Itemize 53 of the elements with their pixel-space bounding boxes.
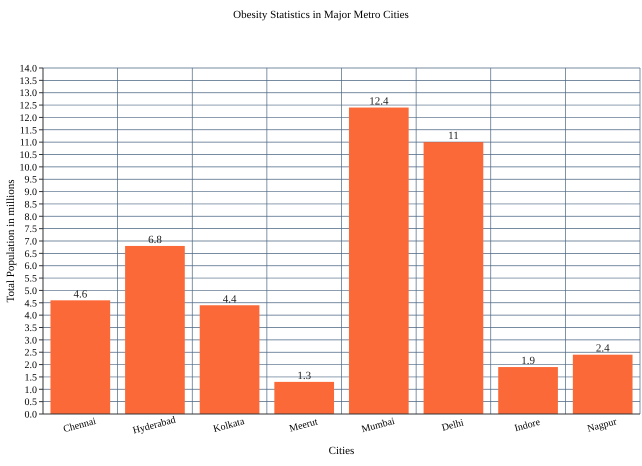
y-tick-label: 13.5	[20, 76, 37, 87]
bar	[274, 382, 334, 414]
bar	[498, 367, 558, 414]
y-tick-label: 7.5	[24, 224, 37, 236]
x-tick-label: Indore	[513, 416, 542, 434]
bar	[424, 142, 484, 414]
bar	[572, 354, 633, 414]
chart-title: Obesity Statistics in Major Metro Cities	[233, 9, 409, 21]
data-label: 4.4	[222, 293, 237, 306]
data-label: 2.4	[596, 342, 610, 355]
y-tick-label: 6.0	[24, 261, 37, 272]
y-tick-label: 0.5	[24, 397, 37, 408]
y-tick-label: 14.0	[20, 64, 37, 74]
data-label: 4.6	[73, 288, 88, 300]
y-tick-label: 4.5	[24, 298, 37, 310]
data-label: 11	[448, 130, 459, 142]
x-tick-label: Mumbai	[360, 416, 396, 436]
y-tick-label: 2.5	[24, 348, 37, 359]
x-tick-label: Chennai	[62, 416, 98, 436]
data-label: 1.9	[521, 355, 536, 368]
y-axis-title: Total Population in millions	[5, 180, 17, 302]
x-tick-label: Meerut	[288, 416, 320, 435]
bar	[125, 246, 185, 414]
y-tick-label: 1.0	[24, 384, 37, 396]
x-tick-label: Kolkata	[212, 416, 246, 435]
y-tick-label: 9.5	[24, 174, 37, 186]
y-tick-label: 6.5	[24, 248, 37, 260]
y-tick-label: 5.0	[24, 286, 37, 297]
y-tick-label: 9.0	[24, 187, 37, 198]
y-tick-label: 12.0	[20, 112, 37, 124]
bar	[348, 108, 409, 414]
y-tick-label: 3.0	[24, 335, 37, 346]
x-axis-title: Cities	[328, 445, 354, 457]
y-tick-label: 8.0	[24, 212, 37, 223]
y-tick-label: 13.0	[20, 88, 37, 100]
y-tick-label: 11.5	[20, 125, 37, 136]
y-tick-label: 10.5	[20, 150, 37, 161]
y-tick-label: 10.0	[20, 162, 37, 174]
y-tick-label: 5.5	[24, 274, 37, 285]
x-tick-label: Nagpur	[586, 416, 619, 435]
x-tick-label: Delhi	[440, 417, 466, 434]
y-tick-label: 2.0	[24, 360, 37, 372]
y-tick-label: 3.5	[24, 323, 37, 334]
bar	[50, 300, 110, 414]
data-label: 12.4	[369, 96, 389, 108]
y-tick-label: 7.0	[24, 236, 37, 248]
y-tick-label: 4.0	[24, 310, 37, 322]
y-tick-label: 1.5	[24, 372, 37, 384]
y-tick-label: 11.0	[20, 138, 37, 149]
bar	[200, 305, 260, 414]
y-tick-label: 0.0	[24, 410, 37, 420]
y-tick-label: 8.5	[24, 199, 37, 210]
y-tick-label: 12.5	[20, 100, 37, 112]
